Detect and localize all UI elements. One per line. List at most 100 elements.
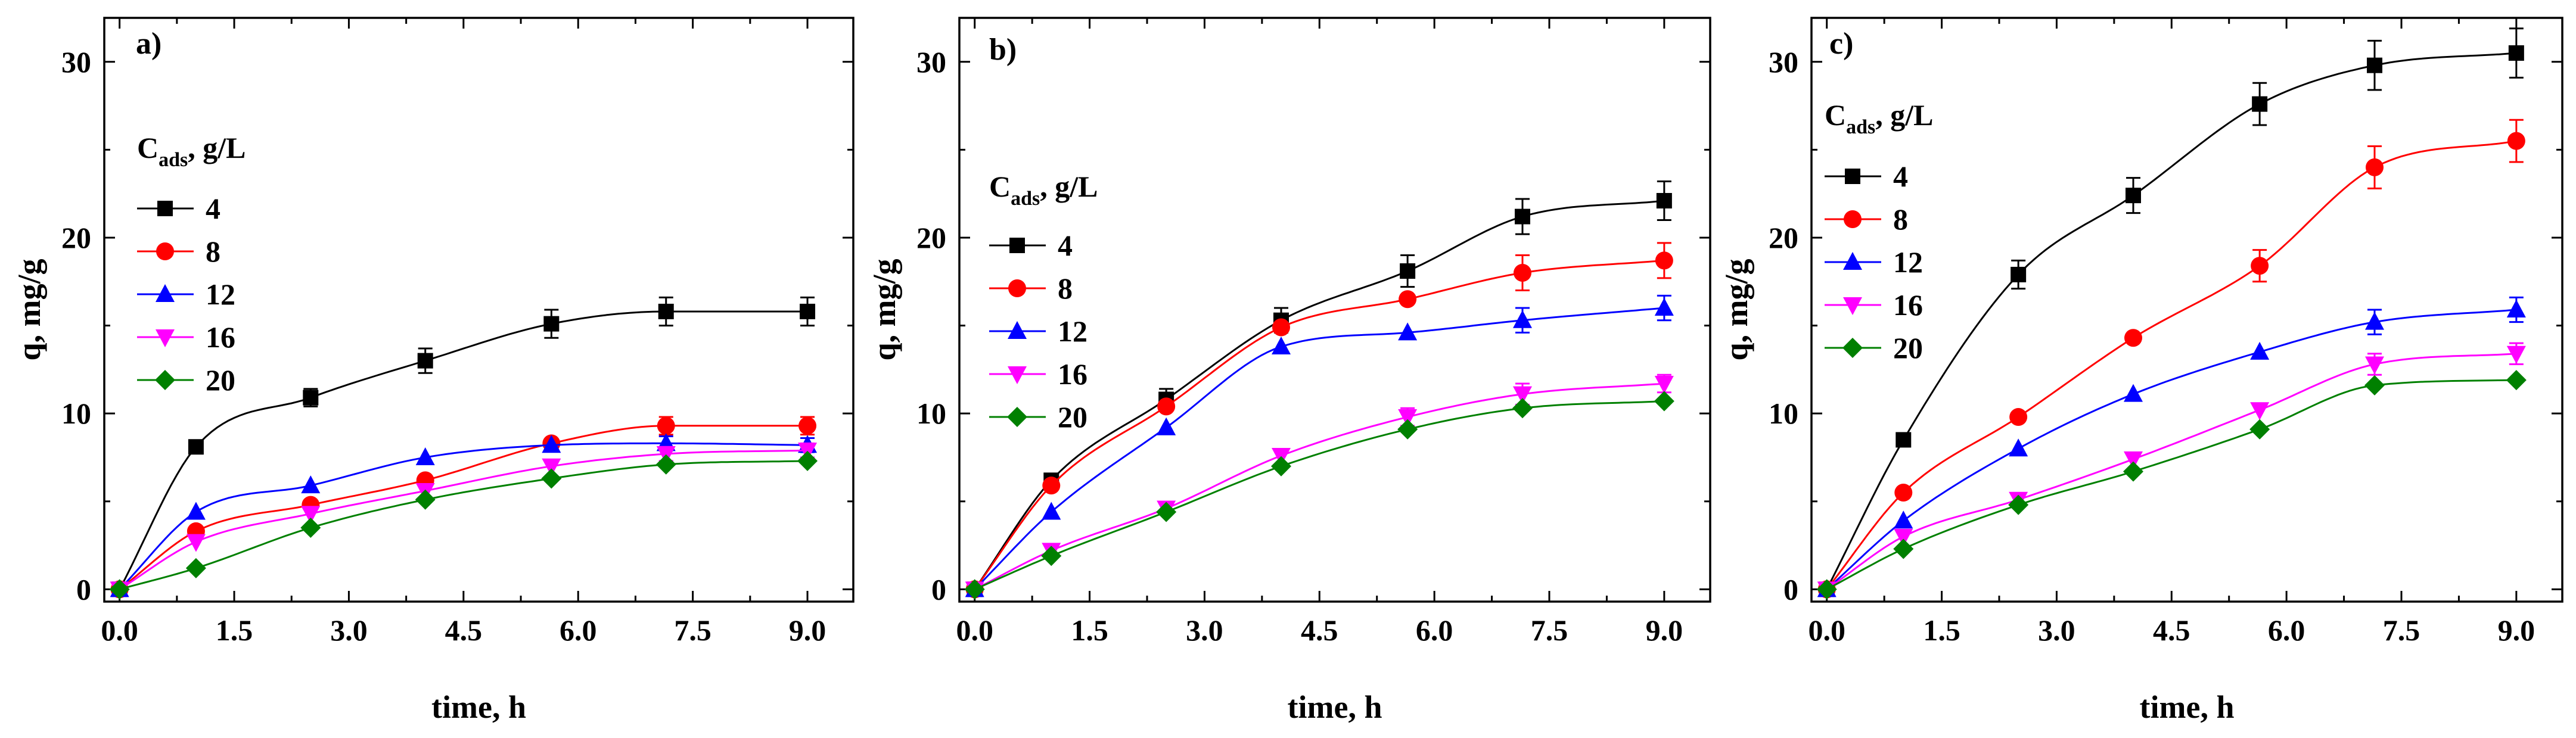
legend-marker xyxy=(156,284,175,302)
data-point xyxy=(1400,263,1416,279)
legend-entry-12: 12 xyxy=(137,278,235,311)
data-point xyxy=(2252,96,2268,112)
fit-line xyxy=(119,449,808,590)
y-tick-label: 0 xyxy=(76,572,91,606)
legend: Cads, g/L 4 8 12 16 20 xyxy=(989,170,1098,434)
fit-line xyxy=(1826,140,2517,590)
data-point xyxy=(2124,384,2143,402)
data-point xyxy=(1041,546,1062,566)
y-tick-label: 30 xyxy=(1769,45,1798,79)
x-tick-label: 1.5 xyxy=(1071,614,1108,647)
legend: Cads, g/L 4 8 12 16 20 xyxy=(137,131,246,397)
legend-entry-12: 12 xyxy=(989,314,1087,348)
fit-line xyxy=(974,259,1665,590)
panel-label: a) xyxy=(136,27,161,61)
legend-label: 20 xyxy=(1058,400,1087,434)
legend-marker xyxy=(1008,366,1027,384)
y-axis-title: q, mg/g xyxy=(11,259,47,360)
data-point xyxy=(1399,290,1417,309)
data-point xyxy=(186,502,206,520)
legend-marker xyxy=(157,201,173,216)
data-point xyxy=(798,416,817,435)
data-point xyxy=(301,506,321,524)
series-8 xyxy=(1817,119,2525,599)
data-point xyxy=(2508,45,2524,61)
y-tick-label: 30 xyxy=(916,45,946,79)
legend-label: 12 xyxy=(206,278,235,311)
chart-panel-2: 0.0 1.5 3.0 4.5 6.0 7.5 9.0 0 10 20 30 time, h q, mg… xyxy=(866,17,1711,725)
fit-line xyxy=(974,200,1665,590)
legend-marker xyxy=(1842,338,1863,358)
legend-label: 4 xyxy=(1058,229,1073,262)
x-tick-label: 4.5 xyxy=(445,614,483,647)
data-point xyxy=(1894,483,1913,502)
legend-label: 16 xyxy=(206,320,235,354)
data-point xyxy=(2506,345,2526,364)
fit-line xyxy=(1826,379,2516,590)
data-point xyxy=(2124,329,2142,347)
data-point xyxy=(1398,409,1418,428)
data-point xyxy=(2506,370,2527,391)
legend-title: Cads, g/L xyxy=(989,170,1098,210)
data-point xyxy=(797,450,818,471)
data-point xyxy=(1157,397,1176,416)
y-tick-label: 10 xyxy=(61,397,91,430)
data-point xyxy=(188,439,204,455)
data-point xyxy=(1512,398,1533,419)
data-point xyxy=(542,435,561,453)
panel-label: b) xyxy=(989,33,1017,67)
y-tick-label: 20 xyxy=(916,221,946,254)
legend-title-main: C xyxy=(1825,98,1846,132)
legend-entry-12: 12 xyxy=(1825,245,1923,279)
series-12 xyxy=(1817,296,2526,597)
data-point xyxy=(1896,432,1912,448)
data-point xyxy=(2008,494,2029,515)
data-point xyxy=(2011,266,2027,282)
data-point xyxy=(1513,310,1532,328)
legend-marker xyxy=(1008,321,1027,339)
legend-title-sub: ads xyxy=(1846,116,1875,138)
x-axis-title: time, h xyxy=(1288,689,1382,725)
legend-title-unit: , g/L xyxy=(188,131,246,164)
y-tick-label: 30 xyxy=(61,45,91,79)
x-tick-label: 7.5 xyxy=(1531,614,1568,647)
data-point xyxy=(1893,538,1914,559)
x-tick-label: 0.0 xyxy=(1808,614,1845,647)
legend-label: 4 xyxy=(1893,160,1908,193)
x-tick-label: 3.0 xyxy=(330,614,368,647)
chart-panel-1: 0.0 1.5 3.0 4.5 6.0 7.5 9.0 0 10 20 30 time, h q, mg… xyxy=(11,17,854,725)
data-point xyxy=(655,454,676,475)
data-point xyxy=(2123,461,2143,482)
series-20 xyxy=(1816,370,2527,600)
data-point xyxy=(541,468,562,489)
legend-title-unit: , g/L xyxy=(1040,170,1098,203)
data-point xyxy=(657,416,675,435)
x-tick-label: 6.0 xyxy=(560,614,597,647)
legend-title-sub: ads xyxy=(159,149,188,171)
x-tick-label: 4.5 xyxy=(1301,614,1338,647)
data-point xyxy=(1894,528,1913,547)
fit-line xyxy=(1826,309,2517,590)
y-tick-label: 20 xyxy=(61,221,91,254)
x-tick-label: 0.0 xyxy=(101,614,138,647)
legend-entry-4: 4 xyxy=(989,229,1073,262)
data-point xyxy=(1398,322,1418,341)
data-point xyxy=(2124,451,2143,469)
legend: Cads, g/L 4 8 12 16 20 xyxy=(1825,98,1934,365)
legend-entry-4: 4 xyxy=(1825,160,1908,193)
data-point xyxy=(2250,402,2270,421)
y-tick-label: 10 xyxy=(916,397,946,430)
data-point xyxy=(2009,408,2028,426)
data-point xyxy=(2250,341,2270,360)
y-tick-label: 20 xyxy=(1769,221,1798,254)
data-point xyxy=(1816,579,1837,600)
legend-title-unit: , g/L xyxy=(1875,98,1933,132)
series-20 xyxy=(964,391,1674,600)
legend-label: 20 xyxy=(1893,331,1923,365)
y-axis-title: q, mg/g xyxy=(1719,259,1754,360)
x-tick-label: 9.0 xyxy=(1646,614,1683,647)
plot-frame xyxy=(958,17,1711,603)
legend-label: 8 xyxy=(1058,272,1073,305)
data-point xyxy=(1894,510,1913,529)
legend-entry-20: 20 xyxy=(137,363,235,397)
